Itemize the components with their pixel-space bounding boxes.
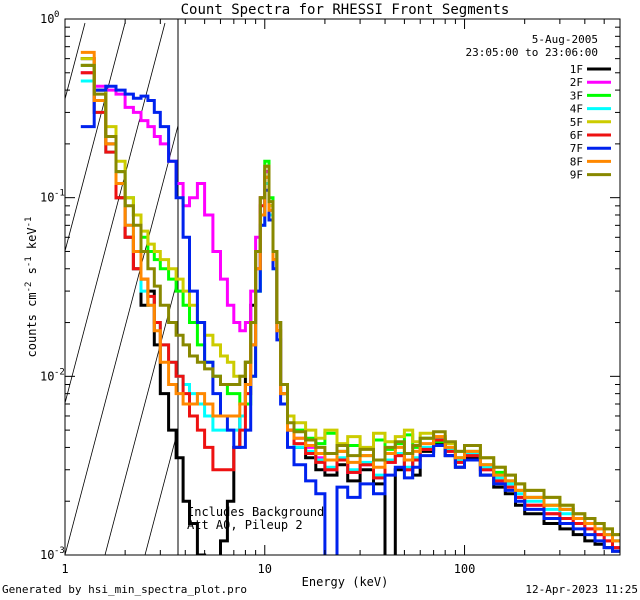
series-7F <box>80 84 620 555</box>
series-layer <box>80 50 620 555</box>
hatch-line <box>225 23 365 555</box>
legend-label: 4F <box>570 103 583 116</box>
x-tick-label: 1 <box>61 562 68 576</box>
hatch-line <box>65 124 178 555</box>
legend-label: 9F <box>570 169 583 182</box>
y-tick-label: 10 <box>40 369 54 383</box>
annotation-background: Includes Background <box>187 505 324 519</box>
y-tick-exponent: -1 <box>54 189 65 199</box>
legend-label: 2F <box>570 76 583 89</box>
legend-label: 8F <box>570 155 583 168</box>
plot-frame <box>64 18 621 556</box>
y-tick-label: 10 <box>40 12 54 26</box>
legend-label: 5F <box>570 116 583 129</box>
y-tick-exponent: -3 <box>54 546 65 556</box>
x-tick-label: 100 <box>454 562 476 576</box>
hatch-line <box>144 428 178 555</box>
annotation-attenuator: Att A0, Pileup 2 <box>187 518 303 532</box>
series-8F <box>80 50 620 543</box>
legend-label: 6F <box>570 129 583 142</box>
footer-timestamp: 12-Apr-2023 11:25 <box>525 583 638 596</box>
y-tick-label: 10 <box>40 191 54 205</box>
hatch-line <box>65 22 86 101</box>
legend-time-range: 23:05:00 to 23:06:00 <box>466 46 598 59</box>
footer-generated-by: Generated by hsi_min_spectra_plot.pro <box>2 583 248 596</box>
legend-label: 1F <box>570 63 583 76</box>
y-tick-exponent: 0 <box>54 10 59 20</box>
hatch-line <box>0 23 45 555</box>
legend-label: 7F <box>570 142 583 155</box>
x-tick-labels: 1 10 100 <box>61 562 475 576</box>
hatch-line <box>0 23 5 555</box>
y-axis-label: counts cm-2 s-1 keV-1 <box>24 217 39 358</box>
hatch-line <box>585 23 640 555</box>
hatch-line <box>545 23 640 555</box>
hatch-line <box>625 23 640 555</box>
legend-date: 5-Aug-2005 <box>532 33 598 46</box>
series-2F <box>80 71 620 550</box>
y-tick-exponent: -2 <box>54 367 65 377</box>
axis-ticks <box>64 18 621 556</box>
excluded-energy-hatch <box>0 22 640 555</box>
legend-label: 3F <box>570 89 583 102</box>
y-tick-label: 10 <box>40 548 54 562</box>
series-9F <box>80 63 620 537</box>
x-axis-label: Energy (keV) <box>302 575 389 589</box>
x-tick-label: 10 <box>258 562 272 576</box>
chart-title: Count Spectra for RHESSI Front Segments <box>181 2 510 18</box>
